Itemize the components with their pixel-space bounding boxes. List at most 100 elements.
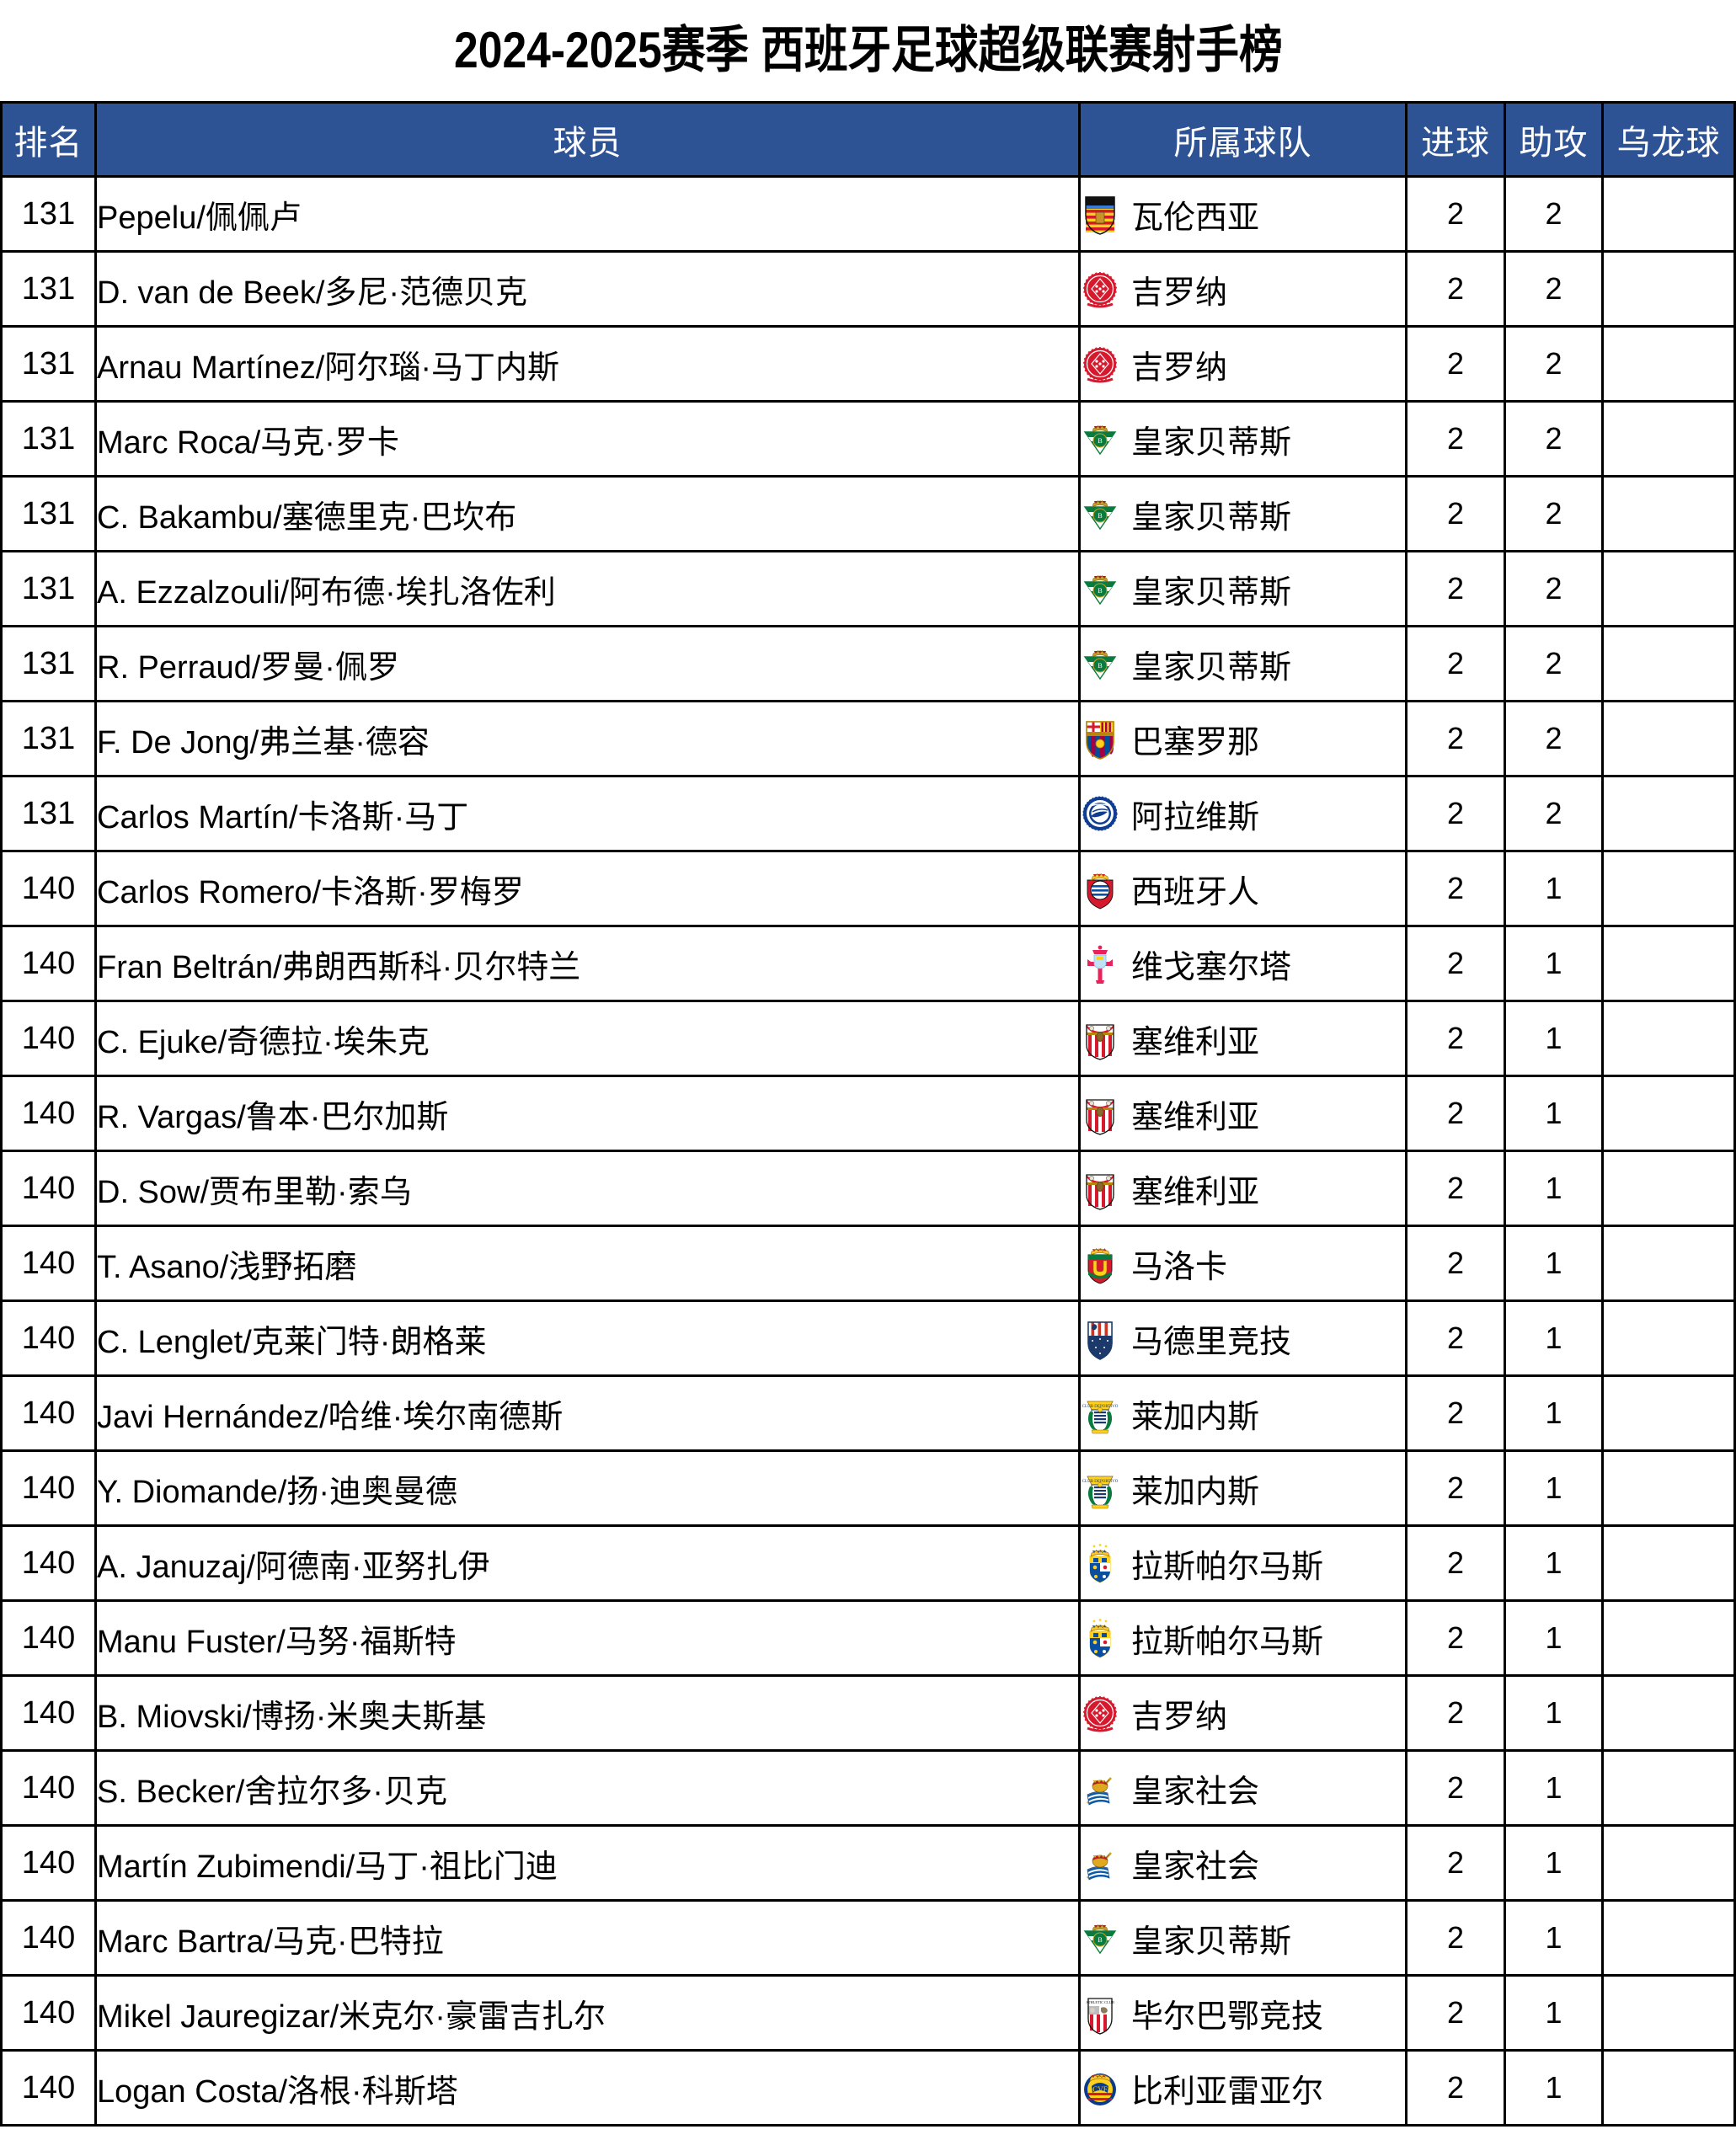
table-row[interactable]: 140 Y. Diomande/扬·迪奥曼德 CLUB DEPORTIVO 莱加内… xyxy=(0,1449,1736,1527)
cell-goals: 2 xyxy=(1405,250,1506,328)
table-row[interactable]: 140 Marc Bartra/马克·巴特拉 B 皇家贝蒂斯 2 1 xyxy=(0,1899,1736,1977)
table-row[interactable]: 131 A. Ezzalzouli/阿布德·埃扎洛佐利 B 皇家贝蒂斯 2 2 xyxy=(0,550,1736,627)
cell-team[interactable]: 吉罗纳 xyxy=(1078,1674,1407,1752)
cell-team[interactable]: 维戈塞尔塔 xyxy=(1078,925,1407,1002)
cell-player-name[interactable]: R. Perraud/罗曼·佩罗 xyxy=(94,625,1081,702)
table-row[interactable]: 140 Manu Fuster/马努·福斯特 拉斯帕尔马斯 2 1 xyxy=(0,1599,1736,1677)
cell-team[interactable]: 阿拉维斯 xyxy=(1078,775,1407,852)
cell-team[interactable]: 拉斯帕尔马斯 xyxy=(1078,1599,1407,1677)
cell-team[interactable]: 巴塞罗那 xyxy=(1078,700,1407,777)
table-row[interactable]: 131 R. Perraud/罗曼·佩罗 B 皇家贝蒂斯 2 2 xyxy=(0,625,1736,702)
cell-player-name[interactable]: C. Bakambu/塞德里克·巴坎布 xyxy=(94,475,1081,552)
cell-player-name[interactable]: Pepelu/佩佩卢 xyxy=(94,175,1081,253)
team-inner: CLUB DEPORTIVO 莱加内斯 xyxy=(1081,1390,1405,1437)
table-row[interactable]: 140 T. Asano/浅野拓磨 马洛卡 2 1 xyxy=(0,1225,1736,1302)
cell-player-name[interactable]: Marc Roca/马克·罗卡 xyxy=(94,400,1081,478)
cell-team[interactable]: 马洛卡 xyxy=(1078,1225,1407,1302)
cell-player-name[interactable]: F. De Jong/弗兰基·德容 xyxy=(94,700,1081,777)
column-header-goals[interactable]: 进球 xyxy=(1405,101,1506,178)
cell-player-name[interactable]: Arnau Martínez/阿尔瑙·马丁内斯 xyxy=(94,325,1081,403)
cell-team[interactable]: B 皇家贝蒂斯 xyxy=(1078,625,1407,702)
team-name: 皇家贝蒂斯 xyxy=(1131,424,1292,461)
table-row[interactable]: 140 Fran Beltrán/弗朗西斯科·贝尔特兰 维戈塞尔塔 2 1 xyxy=(0,925,1736,1002)
cell-player-name[interactable]: Fran Beltrán/弗朗西斯科·贝尔特兰 xyxy=(94,925,1081,1002)
cell-player-name[interactable]: Marc Bartra/马克·巴特拉 xyxy=(94,1899,1081,1977)
cell-player-name[interactable]: D. Sow/贾布里勒·索乌 xyxy=(94,1150,1081,1227)
cell-team[interactable]: CLUB DEPORTIVO 莱加内斯 xyxy=(1078,1449,1407,1527)
cell-team[interactable]: 皇家社会 xyxy=(1078,1749,1407,1827)
cell-team[interactable]: 瓦伦西亚 xyxy=(1078,175,1407,253)
cell-own-goals xyxy=(1601,1599,1736,1677)
table-row[interactable]: 131 C. Bakambu/塞德里克·巴坎布 B 皇家贝蒂斯 2 2 xyxy=(0,475,1736,552)
cell-team[interactable]: 塞维利亚 xyxy=(1078,1150,1407,1227)
cell-goals: 2 xyxy=(1405,1974,1506,2052)
cell-player-name[interactable]: Martín Zubimendi/马丁·祖比门迪 xyxy=(94,1824,1081,1902)
table-row[interactable]: 140 Carlos Romero/卡洛斯·罗梅罗 西班牙人 2 1 xyxy=(0,850,1736,927)
cell-goals: 2 xyxy=(1405,1374,1506,1452)
table-row[interactable]: 140 B. Miovski/博扬·米奥夫斯基 吉罗纳 2 1 xyxy=(0,1674,1736,1752)
cell-assists: 1 xyxy=(1504,1299,1604,1377)
team-inner: B 皇家贝蒂斯 xyxy=(1081,641,1405,687)
cell-player-name[interactable]: C. Lenglet/克莱门特·朗格莱 xyxy=(94,1299,1081,1377)
cell-player-name[interactable]: A. Januzaj/阿德南·亚努扎伊 xyxy=(94,1524,1081,1602)
table-row[interactable]: 140 A. Januzaj/阿德南·亚努扎伊 拉斯帕尔马斯 2 1 xyxy=(0,1524,1736,1602)
atletico-crest xyxy=(1081,1316,1119,1360)
cell-team[interactable]: 马德里竞技 xyxy=(1078,1299,1407,1377)
table-row[interactable]: 140 D. Sow/贾布里勒·索乌 塞维利亚 2 1 xyxy=(0,1150,1736,1227)
table-row[interactable]: 131 F. De Jong/弗兰基·德容 巴塞罗那 2 2 xyxy=(0,700,1736,777)
cell-team[interactable]: B 皇家贝蒂斯 xyxy=(1078,400,1407,478)
cell-team[interactable]: B 皇家贝蒂斯 xyxy=(1078,550,1407,627)
cell-player-name[interactable]: B. Miovski/博扬·米奥夫斯基 xyxy=(94,1674,1081,1752)
column-header-own-goals[interactable]: 乌龙球 xyxy=(1601,101,1736,178)
svg-text:ATHLETIC CLUB: ATHLETIC CLUB xyxy=(1086,2000,1114,2004)
cell-assists: 1 xyxy=(1504,1524,1604,1602)
cell-team[interactable]: 吉罗纳 xyxy=(1078,250,1407,328)
cell-team[interactable]: B 皇家贝蒂斯 xyxy=(1078,1899,1407,1977)
table-row[interactable]: 140 Martín Zubimendi/马丁·祖比门迪 皇家社会 2 1 xyxy=(0,1824,1736,1902)
cell-own-goals xyxy=(1601,550,1736,627)
table-row[interactable]: 140 C. Ejuke/奇德拉·埃朱克 塞维利亚 2 1 xyxy=(0,1000,1736,1077)
column-header-assists[interactable]: 助攻 xyxy=(1504,101,1604,178)
cell-player-name[interactable]: S. Becker/舍拉尔多·贝克 xyxy=(94,1749,1081,1827)
cell-goals: 2 xyxy=(1405,475,1506,552)
table-row[interactable]: 140 R. Vargas/鲁本·巴尔加斯 塞维利亚 2 1 xyxy=(0,1075,1736,1152)
cell-team[interactable]: ATHLETIC CLUB 毕尔巴鄂竞技 xyxy=(1078,1974,1407,2052)
cell-team[interactable]: B 皇家贝蒂斯 xyxy=(1078,475,1407,552)
table-row[interactable]: 140 Logan Costa/洛根·科斯塔 CVF 比利亚雷亚尔 2 1 xyxy=(0,2049,1736,2127)
cell-team[interactable]: 西班牙人 xyxy=(1078,850,1407,927)
cell-team[interactable]: 皇家社会 xyxy=(1078,1824,1407,1902)
table-row[interactable]: 131 Carlos Martín/卡洛斯·马丁 阿拉维斯 2 2 xyxy=(0,775,1736,852)
cell-player-name[interactable]: Logan Costa/洛根·科斯塔 xyxy=(94,2049,1081,2127)
table-row[interactable]: 131 Pepelu/佩佩卢 瓦伦西亚 2 2 xyxy=(0,175,1736,253)
cell-player-name[interactable]: Carlos Romero/卡洛斯·罗梅罗 xyxy=(94,850,1081,927)
cell-team[interactable]: 吉罗纳 xyxy=(1078,325,1407,403)
table-row[interactable]: 131 D. van de Beek/多尼·范德贝克 吉罗纳 2 2 xyxy=(0,250,1736,328)
cell-player-name[interactable]: C. Ejuke/奇德拉·埃朱克 xyxy=(94,1000,1081,1077)
cell-player-name[interactable]: R. Vargas/鲁本·巴尔加斯 xyxy=(94,1075,1081,1152)
column-header-team[interactable]: 所属球队 xyxy=(1078,101,1407,178)
cell-rank: 140 xyxy=(0,1524,97,1602)
table-row[interactable]: 131 Arnau Martínez/阿尔瑙·马丁内斯 吉罗纳 2 2 xyxy=(0,325,1736,403)
cell-player-name[interactable]: Manu Fuster/马努·福斯特 xyxy=(94,1599,1081,1677)
leganes-crest: CLUB DEPORTIVO xyxy=(1081,1466,1119,1510)
cell-player-name[interactable]: Carlos Martín/卡洛斯·马丁 xyxy=(94,775,1081,852)
cell-player-name[interactable]: Y. Diomande/扬·迪奥曼德 xyxy=(94,1449,1081,1527)
cell-player-name[interactable]: D. van de Beek/多尼·范德贝克 xyxy=(94,250,1081,328)
cell-team[interactable]: CVF 比利亚雷亚尔 xyxy=(1078,2049,1407,2127)
cell-team[interactable]: 塞维利亚 xyxy=(1078,1000,1407,1077)
table-row[interactable]: 131 Marc Roca/马克·罗卡 B 皇家贝蒂斯 2 2 xyxy=(0,400,1736,478)
cell-player-name[interactable]: Javi Hernández/哈维·埃尔南德斯 xyxy=(94,1374,1081,1452)
table-row[interactable]: 140 Javi Hernández/哈维·埃尔南德斯 CLUB DEPORTIV… xyxy=(0,1374,1736,1452)
table-row[interactable]: 140 Mikel Jauregizar/米克尔·豪雷吉扎尔 ATHLETIC C… xyxy=(0,1974,1736,2052)
table-row[interactable]: 140 S. Becker/舍拉尔多·贝克 皇家社会 2 1 xyxy=(0,1749,1736,1827)
cell-team[interactable]: 塞维利亚 xyxy=(1078,1075,1407,1152)
team-name: 阿拉维斯 xyxy=(1131,799,1260,835)
cell-team[interactable]: 拉斯帕尔马斯 xyxy=(1078,1524,1407,1602)
cell-player-name[interactable]: A. Ezzalzouli/阿布德·埃扎洛佐利 xyxy=(94,550,1081,627)
cell-player-name[interactable]: T. Asano/浅野拓磨 xyxy=(94,1225,1081,1302)
table-row[interactable]: 140 C. Lenglet/克莱门特·朗格莱 马德里竞技 2 1 xyxy=(0,1299,1736,1377)
column-header-rank[interactable]: 排名 xyxy=(0,101,97,178)
cell-team[interactable]: CLUB DEPORTIVO 莱加内斯 xyxy=(1078,1374,1407,1452)
column-header-player[interactable]: 球员 xyxy=(94,101,1081,178)
cell-player-name[interactable]: Mikel Jauregizar/米克尔·豪雷吉扎尔 xyxy=(94,1974,1081,2052)
